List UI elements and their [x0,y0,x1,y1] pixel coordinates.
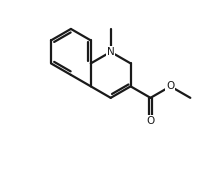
Text: O: O [166,81,175,91]
Text: N: N [107,47,115,57]
Text: O: O [146,116,155,126]
